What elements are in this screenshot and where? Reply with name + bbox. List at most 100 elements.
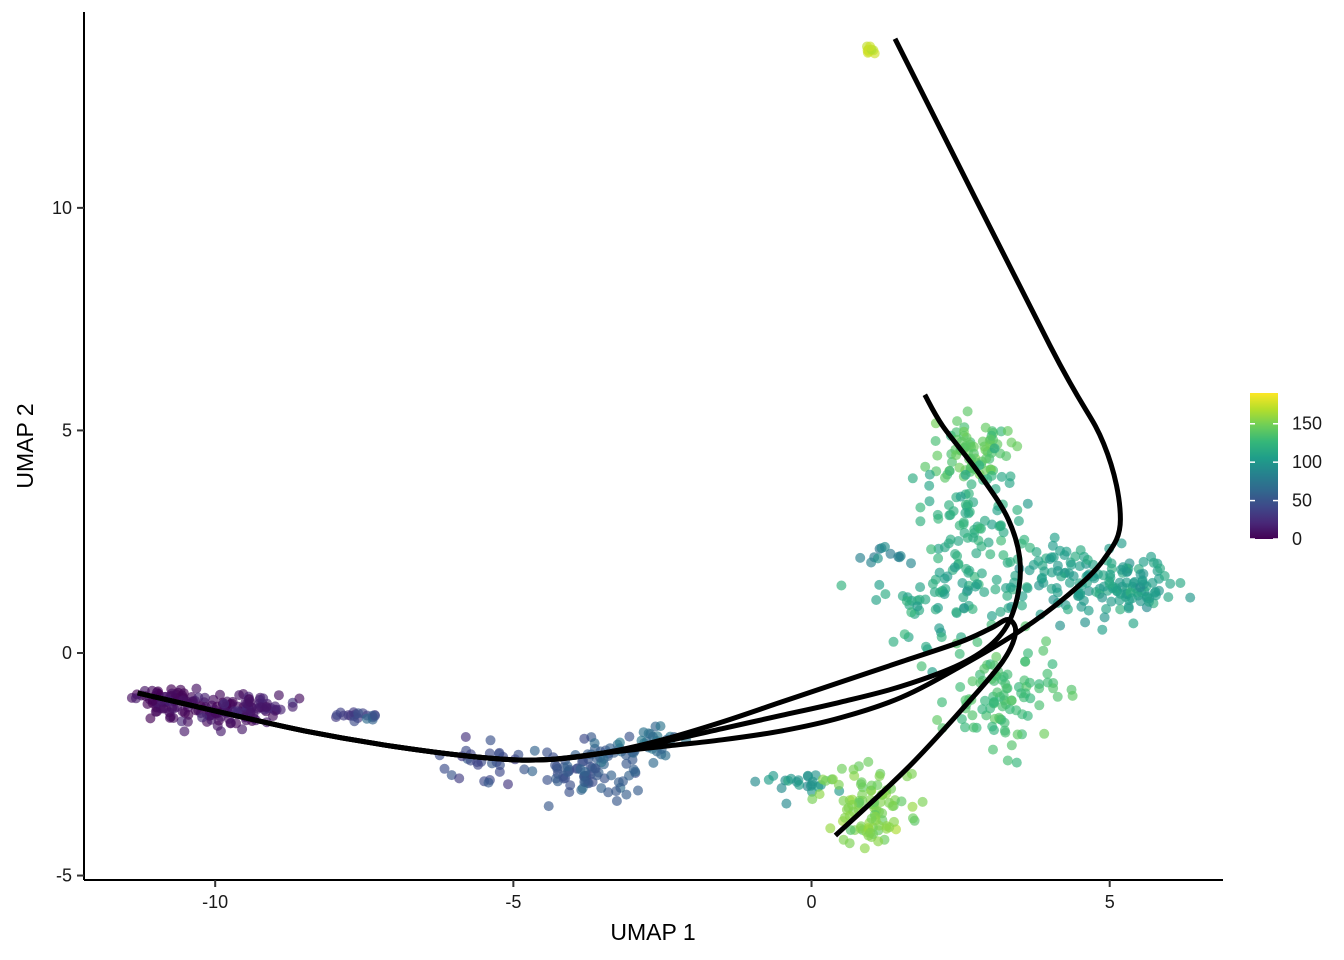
data-point <box>1020 656 1030 667</box>
data-point <box>920 461 931 472</box>
data-point <box>991 574 1002 585</box>
data-point <box>543 801 554 812</box>
data-point <box>483 777 494 788</box>
data-point <box>1001 451 1012 462</box>
data-point <box>934 623 945 634</box>
data-point <box>621 789 632 800</box>
data-point <box>872 553 883 564</box>
data-point <box>944 466 955 476</box>
data-point <box>655 721 666 732</box>
y-axis-title: UMAP 2 <box>12 403 38 488</box>
data-point <box>999 717 1010 728</box>
data-point <box>1012 505 1023 515</box>
data-point <box>988 744 998 755</box>
y-tick-label: -5 <box>56 866 72 886</box>
data-point <box>219 698 230 709</box>
data-point <box>921 641 931 652</box>
data-point <box>1123 603 1134 614</box>
data-point <box>814 789 825 800</box>
data-point <box>960 508 971 518</box>
data-point <box>1175 578 1186 588</box>
data-point <box>979 663 990 674</box>
x-tick-label: 0 <box>807 892 817 912</box>
data-point <box>929 587 940 598</box>
data-point <box>1034 683 1045 694</box>
data-point <box>1115 604 1126 615</box>
x-tick-label: -10 <box>202 892 228 912</box>
data-point <box>781 798 792 809</box>
data-point <box>542 747 553 758</box>
data-point <box>866 813 877 824</box>
data-point <box>1097 624 1108 635</box>
data-point <box>1118 562 1129 573</box>
data-point <box>880 589 891 600</box>
colorbar-tick-label: 0 <box>1292 529 1302 549</box>
data-point <box>624 731 635 742</box>
data-point <box>939 589 950 600</box>
data-point <box>1075 545 1086 556</box>
data-point <box>1017 600 1027 611</box>
data-point <box>960 469 971 480</box>
data-point <box>848 764 859 775</box>
data-point <box>932 715 943 725</box>
data-point <box>951 427 962 438</box>
data-point <box>1022 583 1033 594</box>
data-point <box>859 843 870 854</box>
data-point <box>624 770 634 781</box>
colorbar-tick-label: 100 <box>1292 452 1322 472</box>
data-point <box>901 596 912 606</box>
data-point <box>1106 558 1117 569</box>
data-point <box>1149 587 1160 598</box>
data-point <box>287 701 298 712</box>
data-point <box>485 735 496 746</box>
trajectory-curve-3 <box>137 37 1123 763</box>
data-point <box>621 758 632 769</box>
data-point <box>1080 617 1091 628</box>
data-point <box>1055 620 1066 631</box>
data-point <box>953 536 964 546</box>
data-point <box>1097 592 1108 603</box>
data-point <box>962 406 973 417</box>
data-point <box>370 710 380 721</box>
data-point <box>954 462 965 473</box>
data-point <box>613 777 624 788</box>
data-point <box>952 416 963 427</box>
data-point <box>990 584 1001 595</box>
data-point <box>976 568 987 579</box>
data-point <box>648 757 659 768</box>
data-point <box>1031 547 1042 557</box>
data-point <box>980 422 991 433</box>
data-point <box>338 710 349 721</box>
data-point <box>825 823 836 834</box>
colorbar-legend: 0 50 100 150 <box>1250 393 1322 549</box>
data-point <box>845 825 856 836</box>
data-point <box>810 770 821 781</box>
data-point <box>871 595 882 605</box>
data-point <box>915 502 926 513</box>
y-tick-label: 0 <box>62 643 72 663</box>
data-point <box>933 553 944 564</box>
data-point <box>598 753 609 764</box>
data-point <box>1022 498 1033 509</box>
data-point <box>494 766 505 777</box>
data-point <box>1128 618 1139 629</box>
data-point <box>1117 581 1128 592</box>
data-point <box>1034 700 1045 711</box>
data-point <box>989 443 1000 454</box>
data-point <box>1073 590 1084 601</box>
data-point <box>1002 590 1013 601</box>
data-point <box>1106 596 1117 607</box>
data-point <box>881 823 892 834</box>
data-point <box>951 607 962 618</box>
data-point <box>937 697 947 708</box>
data-point <box>930 436 941 446</box>
data-point <box>589 738 600 749</box>
data-point <box>995 606 1006 617</box>
data-point <box>958 426 969 437</box>
data-point <box>1006 695 1017 706</box>
data-point <box>175 684 186 695</box>
data-point <box>924 496 935 507</box>
data-point <box>986 611 997 621</box>
data-point <box>1147 577 1158 588</box>
